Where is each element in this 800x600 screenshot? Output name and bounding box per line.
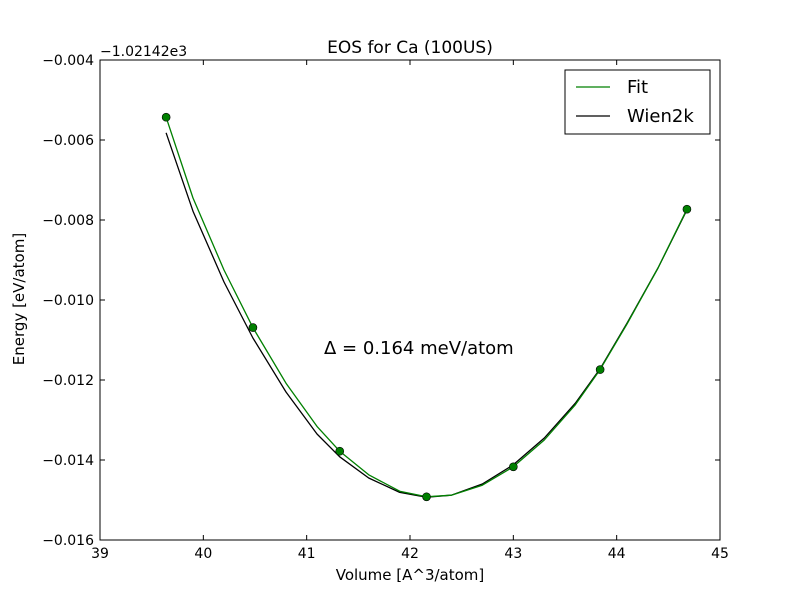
x-tick-label: 45 bbox=[711, 546, 729, 562]
y-tick-label: −0.012 bbox=[42, 373, 94, 389]
data-point bbox=[161, 112, 171, 122]
y-offset-label: −1.02142e3 bbox=[100, 44, 187, 60]
legend-label-wien2k: Wien2k bbox=[627, 106, 694, 127]
y-axis-label: Energy [eV/atom] bbox=[10, 233, 28, 365]
x-axis-label: Volume [A^3/atom] bbox=[336, 566, 485, 584]
delta-annotation: Δ = 0.164 meV/atom bbox=[324, 338, 514, 359]
y-tick-label: −0.016 bbox=[42, 533, 94, 549]
data-point bbox=[335, 446, 345, 456]
plot-area: 39 40 41 42 43 44 45 −0.016 −0.014 −0.012 −0.010 −0… bbox=[42, 53, 729, 562]
y-tick-label: −0.010 bbox=[42, 293, 94, 309]
y-tick-label: −0.008 bbox=[42, 213, 94, 229]
y-tick-label: −0.004 bbox=[42, 53, 94, 69]
data-point bbox=[595, 365, 605, 374]
x-tick-label: 39 bbox=[91, 546, 109, 562]
x-tick-label: 40 bbox=[194, 546, 212, 562]
y-tick-label: −0.014 bbox=[42, 453, 94, 469]
data-point bbox=[682, 204, 692, 214]
y-tick-label: −0.006 bbox=[42, 133, 94, 149]
data-point bbox=[509, 462, 518, 472]
x-tick-label: 43 bbox=[504, 546, 522, 562]
legend-label-fit: Fit bbox=[627, 77, 648, 98]
x-tick-label: 41 bbox=[298, 546, 316, 562]
x-tick-label: 42 bbox=[401, 546, 419, 562]
legend-box bbox=[564, 69, 711, 135]
data-point bbox=[422, 492, 431, 502]
data-point bbox=[248, 323, 258, 332]
chart-title: EOS for Ca (100US) bbox=[327, 38, 493, 58]
x-tick-label: 44 bbox=[608, 546, 626, 562]
legend: Fit Wien2k bbox=[564, 69, 711, 135]
